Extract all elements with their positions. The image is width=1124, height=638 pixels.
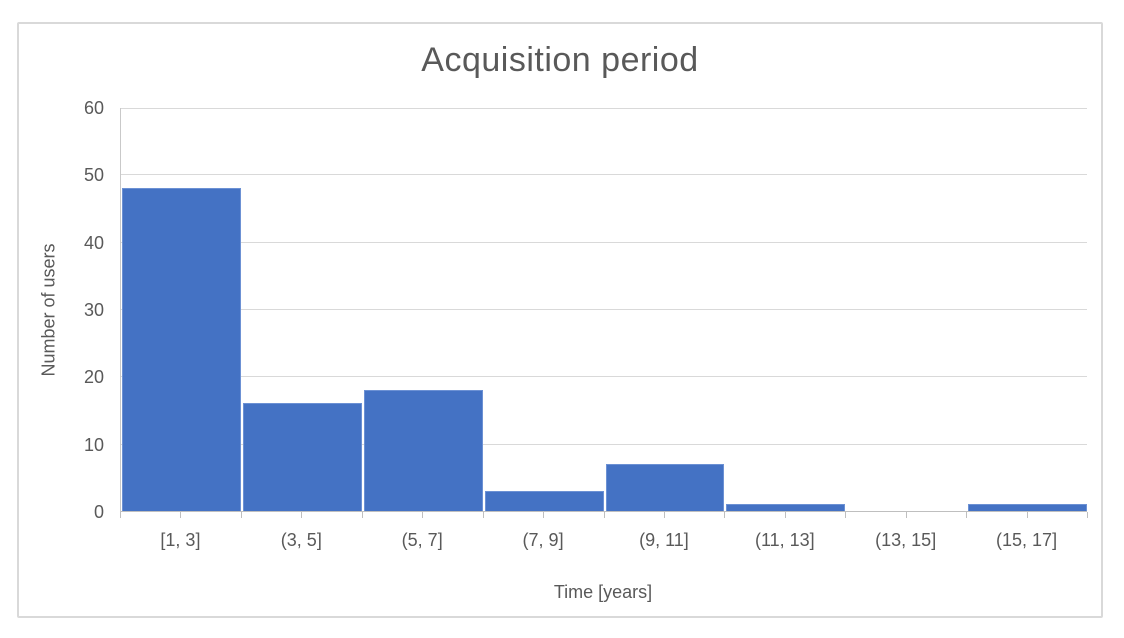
x-axis-title: Time [years] bbox=[553, 582, 653, 602]
x-axis-tick-mark bbox=[422, 512, 424, 518]
x-axis-tick-mark bbox=[301, 512, 303, 518]
x-axis-tick-label: (15, 17] bbox=[996, 530, 1058, 550]
x-axis-tick-mark bbox=[180, 512, 182, 518]
x-axis-tick-mark bbox=[240, 512, 242, 518]
y-axis-tick-label: 30 bbox=[83, 300, 104, 320]
x-axis-tick-label: (7, 9] bbox=[522, 530, 564, 550]
gridline bbox=[121, 309, 1087, 310]
y-axis-tick-label: 20 bbox=[83, 367, 104, 388]
chart-frame: Acquisition period Number of users Time … bbox=[17, 22, 1103, 618]
gridline bbox=[121, 376, 1087, 378]
x-axis-tick-mark bbox=[1087, 512, 1088, 518]
gridline bbox=[121, 241, 1087, 243]
x-axis-tick-mark bbox=[663, 512, 665, 518]
bar bbox=[968, 504, 1087, 511]
gridline bbox=[121, 443, 1087, 445]
x-axis-tick-mark bbox=[845, 512, 847, 518]
x-axis-tick-mark bbox=[1026, 512, 1028, 518]
x-axis-tick-mark bbox=[724, 512, 726, 518]
y-axis-tick-label: 10 bbox=[83, 434, 104, 455]
x-axis-tick-mark bbox=[784, 512, 786, 518]
x-axis-tick-mark bbox=[543, 512, 545, 518]
x-axis-tick-label: (11, 13] bbox=[754, 530, 815, 550]
bar bbox=[484, 490, 604, 511]
x-axis-tick-label: (13, 15] bbox=[875, 530, 937, 550]
x-axis-tick-label: (9, 11] bbox=[639, 530, 689, 550]
bar bbox=[363, 389, 483, 511]
bar bbox=[726, 504, 846, 511]
x-axis-tick-mark bbox=[361, 512, 363, 518]
x-axis-tick-label: [1, 3] bbox=[160, 530, 201, 550]
bar bbox=[242, 403, 362, 511]
y-axis-tick-label: 40 bbox=[83, 232, 104, 253]
bar bbox=[122, 187, 241, 511]
x-axis-tick-label: (5, 7] bbox=[401, 530, 443, 550]
x-axis-tick-mark bbox=[120, 512, 121, 518]
y-axis-tick-label: 0 bbox=[93, 502, 104, 522]
x-axis-tick-mark bbox=[905, 512, 907, 518]
x-axis-tick-label: (3, 5] bbox=[280, 530, 322, 550]
x-axis-tick-mark bbox=[603, 512, 605, 518]
chart-title: Acquisition period bbox=[421, 41, 699, 79]
plot-area bbox=[120, 108, 1087, 512]
x-axis-tick-mark bbox=[966, 512, 968, 518]
x-axis-tick-mark bbox=[482, 512, 484, 518]
gridline bbox=[121, 174, 1087, 176]
y-axis-tick-label: 60 bbox=[83, 98, 104, 118]
y-axis-title: Number of users bbox=[38, 243, 59, 377]
bar bbox=[605, 463, 725, 511]
y-axis-tick-label: 50 bbox=[83, 165, 104, 186]
gridline bbox=[121, 108, 1087, 109]
